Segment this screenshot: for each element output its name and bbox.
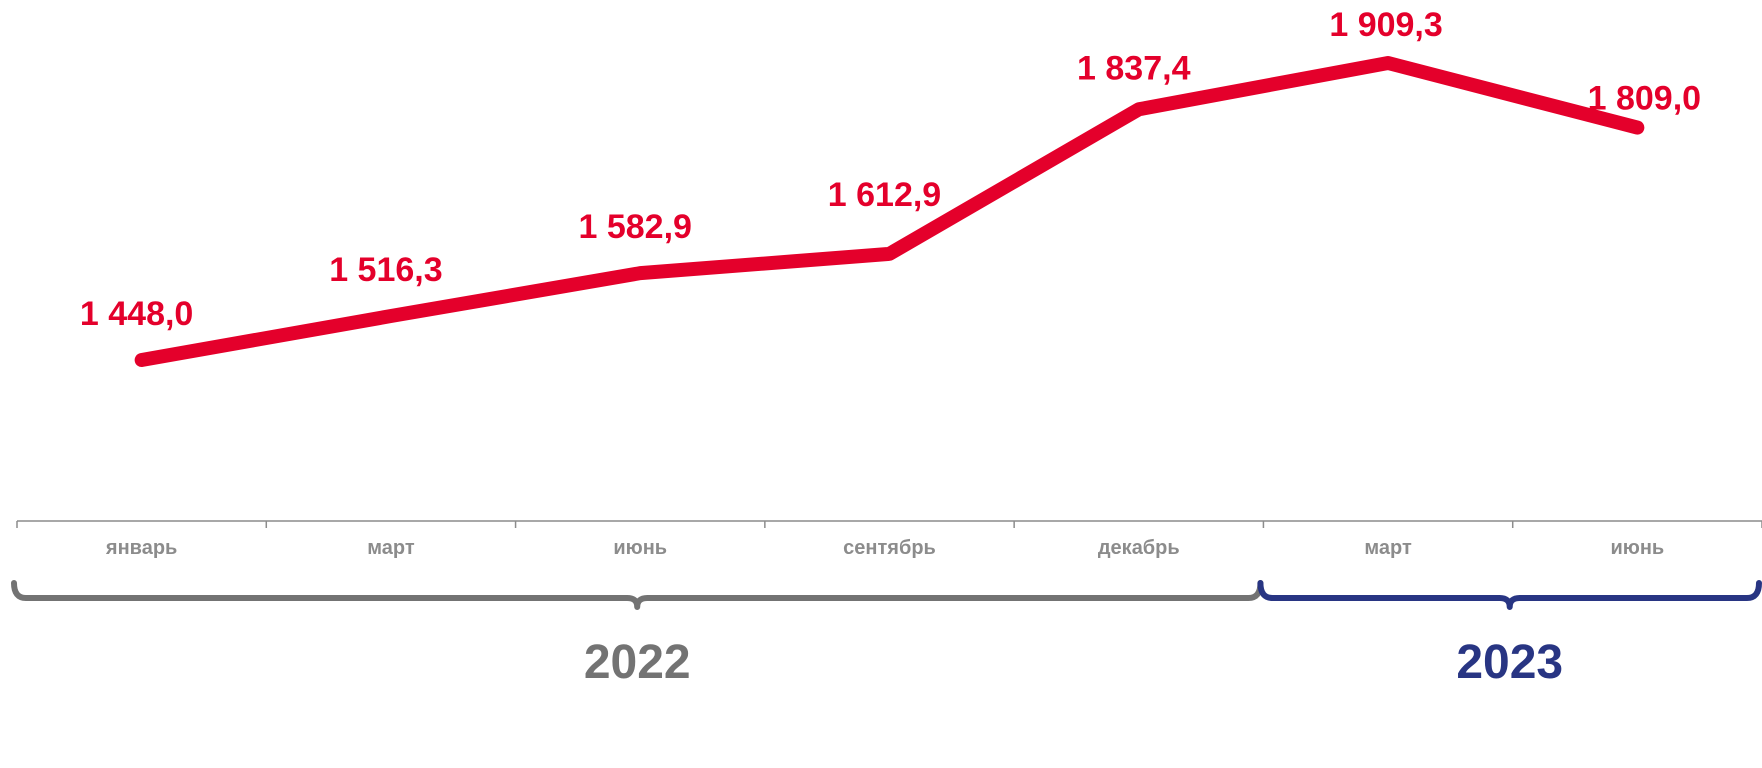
x-axis (16, 520, 1762, 528)
x-tick-label: декабрь (1098, 537, 1180, 559)
year-label: 2022 (584, 636, 691, 689)
data-point (389, 315, 392, 318)
x-tick-label: март (1364, 537, 1412, 559)
x-tick-label: март (367, 537, 415, 559)
data-labels: 1 448,0 1 516,3 1 582,9 1 612,9 1 837,4 1 909… (80, 6, 1701, 333)
data-point (888, 252, 891, 255)
x-tick-labels: январь март июнь сентябрь декабрь март июнь (105, 537, 1664, 559)
x-tick-label: январь (105, 537, 177, 559)
year-label: 2023 (1456, 636, 1563, 689)
data-label: 1 809,0 (1588, 80, 1701, 118)
year-brace (11, 580, 1264, 610)
data-label: 1 582,9 (578, 208, 691, 246)
x-tick-label: июнь (1610, 537, 1664, 559)
year-groups: 2022 2023 (11, 580, 1762, 689)
x-tick-label: июнь (613, 537, 667, 559)
data-point (1636, 126, 1639, 129)
data-label: 1 837,4 (1077, 49, 1191, 87)
x-tick-label: сентябрь (843, 537, 936, 559)
series-layer (134, 56, 1645, 367)
data-point (639, 272, 642, 275)
data-label: 1 909,3 (1329, 6, 1442, 44)
data-point (140, 359, 143, 361)
data-point (1137, 108, 1140, 111)
data-label: 1 516,3 (329, 251, 442, 289)
data-point (1387, 62, 1390, 64)
year-brace (1257, 580, 1762, 610)
data-label: 1 612,9 (828, 176, 941, 214)
data-label: 1 448,0 (80, 295, 193, 333)
